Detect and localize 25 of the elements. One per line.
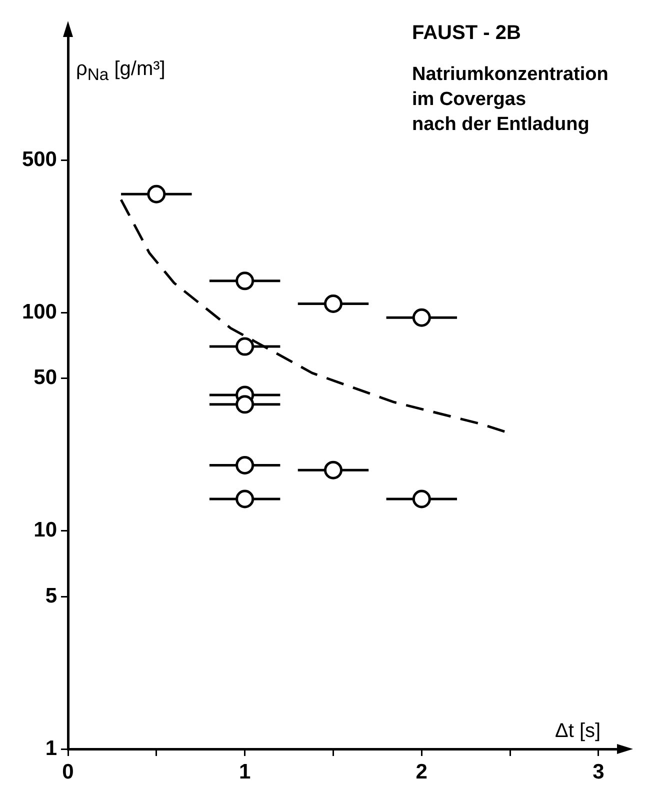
point <box>412 490 431 508</box>
point <box>412 308 431 327</box>
point <box>236 456 254 474</box>
x-axis-title: Δt [s] <box>555 720 601 743</box>
x-tick-label: 3 <box>592 760 604 784</box>
x-tick-label: 2 <box>416 760 428 784</box>
text: Natriumkonzentration im Covergas nach der Entladung <box>412 63 608 137</box>
y-tick-label: 50 <box>34 366 57 390</box>
line-series <box>120 198 506 433</box>
y-tick-label: 500 <box>22 148 57 172</box>
point <box>147 184 166 204</box>
point <box>236 337 254 356</box>
x-tick-label: 0 <box>62 760 74 784</box>
point <box>236 490 254 508</box>
point <box>324 294 342 313</box>
y-tick-label: 5 <box>45 584 58 608</box>
chart-title: FAUST - 2B <box>412 22 521 45</box>
x-tick-label: 1 <box>238 760 251 784</box>
point <box>236 395 254 414</box>
y-axis-title: ρ$_{Na}$ [g/m³] <box>76 58 166 85</box>
point <box>324 460 342 480</box>
point <box>236 272 254 290</box>
y-tick-label: 1 <box>45 736 58 760</box>
y-tick-label: 10 <box>34 518 57 542</box>
y-tick-label: 100 <box>22 300 57 324</box>
